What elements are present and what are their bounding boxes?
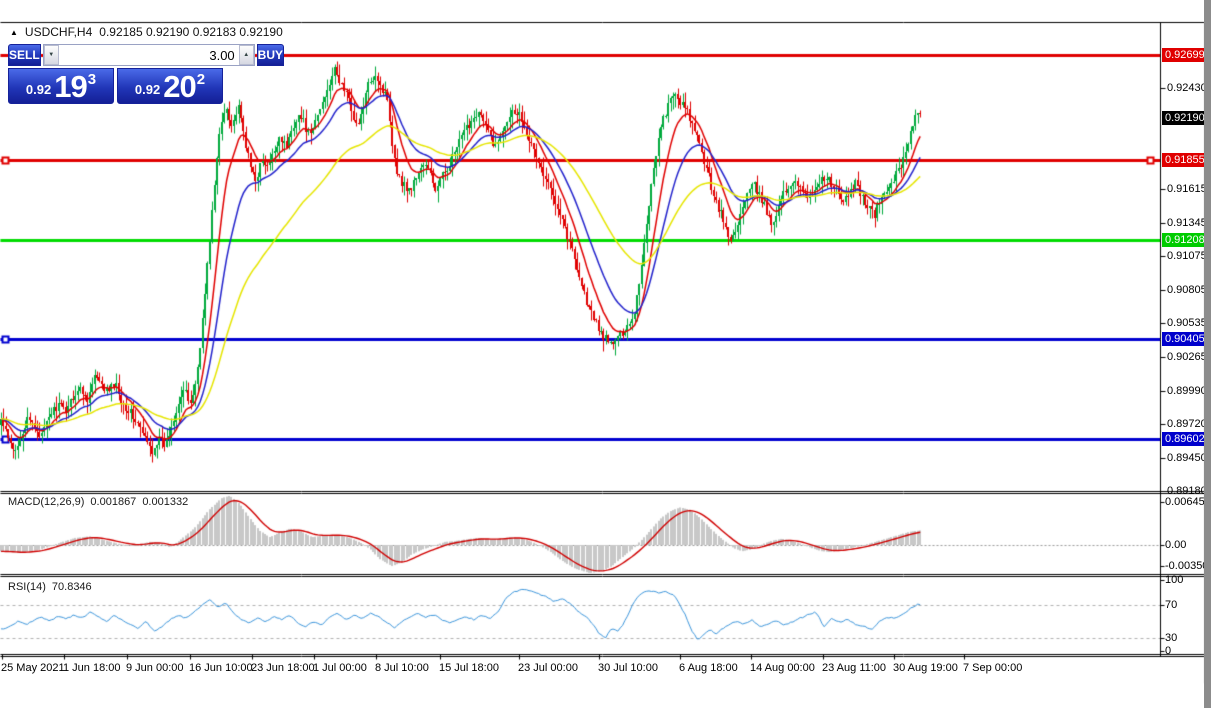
macd-axis-label: 0.006451	[1165, 496, 1211, 508]
price-axis-tick-label: 0.91615	[1167, 183, 1207, 196]
sell-price-pip-digit: 3	[87, 71, 97, 88]
macd-axis-label: -0.003507	[1165, 560, 1211, 572]
volume-increase-button[interactable]: ▲	[238, 45, 254, 65]
chart-title: ▲ USDCHF,H4 0.92185 0.92190 0.92183 0.92…	[10, 25, 283, 39]
one-click-trading-panel: SELL ▼ ▲ BUY 0.92 19 3 0.92 20 2	[8, 44, 285, 104]
price-axis-tick-label: 0.92430	[1167, 82, 1207, 95]
volume-spinner: ▼ ▲	[42, 44, 255, 66]
buy-button[interactable]: BUY	[256, 44, 285, 66]
rsi-indicator-title: RSI(14) 70.8346	[8, 581, 92, 593]
date-axis-label: 6 Aug 18:00	[679, 662, 738, 674]
rsi-value: 70.8346	[51, 581, 92, 593]
price-axis-tick-label: 0.91075	[1167, 250, 1207, 263]
macd-signal-value: 0.001332	[142, 496, 189, 508]
date-axis-label: 30 Jul 10:00	[598, 662, 658, 674]
volume-decrease-button[interactable]: ▼	[43, 45, 59, 65]
rsi-axis-label: 30	[1165, 632, 1178, 644]
rsi-axis-label: 0	[1165, 645, 1172, 657]
macd-main-value: 0.001867	[90, 496, 137, 508]
price-axis-tick-label: 0.91345	[1167, 216, 1207, 229]
price-axis-tick-label: 0.89180	[1167, 485, 1207, 497]
price-axis-tick-label: 0.90265	[1167, 350, 1207, 363]
price-axis-tick-label: 0.89720	[1167, 418, 1207, 431]
date-axis-label: 23 Aug 11:00	[822, 662, 887, 674]
window-border	[1204, 0, 1211, 708]
price-line-badge: 0.90405	[1162, 332, 1208, 347]
sell-price-prefix: 0.92	[25, 82, 52, 97]
date-axis-label: 23 Jun 18:00	[251, 662, 315, 674]
sell-price-display[interactable]: 0.92 19 3	[8, 68, 114, 104]
date-axis-label: 14 Aug 00:00	[750, 662, 815, 674]
down-arrow-icon: ▼	[48, 52, 55, 58]
rsi-axis-label: 100	[1165, 574, 1184, 587]
buy-price-pip-digit: 2	[196, 71, 206, 88]
date-axis-label: 9 Jun 00:00	[126, 662, 184, 674]
price-line-badge: 0.91855	[1162, 152, 1208, 167]
rsi-axis-label: 70	[1165, 599, 1178, 611]
price-line-badge: 0.92699	[1162, 47, 1208, 62]
chart-symbol-timeframe: USDCHF,H4	[24, 25, 93, 39]
date-axis-label: 30 Aug 19:00	[893, 662, 958, 674]
buy-price-big-digits: 20	[163, 68, 196, 104]
date-axis-label: 16 Jun 10:00	[189, 662, 253, 674]
date-axis-label: 7 Sep 00:00	[963, 662, 1023, 674]
date-axis-label: 1 Jun 18:00	[63, 662, 121, 674]
rsi-name: RSI(14)	[8, 581, 46, 593]
collapse-arrow-icon[interactable]: ▲	[10, 27, 18, 37]
macd-axis-label: 0.00	[1165, 539, 1187, 551]
current-price-badge: 0.92190	[1162, 111, 1208, 126]
buy-price-display[interactable]: 0.92 20 2	[117, 68, 223, 104]
price-axis-tick-label: 0.90805	[1167, 283, 1207, 296]
price-axis-tick-label: 0.89990	[1167, 384, 1207, 397]
price-line-badge: 0.91208	[1162, 232, 1208, 247]
date-axis-label: 15 Jul 18:00	[439, 662, 499, 674]
up-arrow-icon: ▲	[243, 52, 250, 58]
price-axis-tick-label: 0.90535	[1167, 317, 1207, 330]
date-axis-label: 25 May 2021	[1, 662, 65, 674]
buy-price-prefix: 0.92	[134, 82, 161, 97]
price-line-badge: 0.89602	[1162, 431, 1208, 446]
date-axis-label: 8 Jul 10:00	[375, 662, 429, 674]
price-axis-tick-label: 0.89450	[1167, 451, 1207, 464]
date-axis-label: 1 Jul 00:00	[313, 662, 367, 674]
volume-input[interactable]	[58, 45, 239, 65]
macd-indicator-title: MACD(12,26,9) 0.001867 0.001332	[8, 496, 188, 508]
date-axis-label: 23 Jul 00:00	[518, 662, 578, 674]
sell-button[interactable]: SELL	[8, 44, 41, 66]
sell-price-big-digits: 19	[54, 68, 87, 104]
chart-ohlc-values: 0.92185 0.92190 0.92183 0.92190	[99, 25, 283, 39]
macd-name: MACD(12,26,9)	[8, 496, 85, 508]
